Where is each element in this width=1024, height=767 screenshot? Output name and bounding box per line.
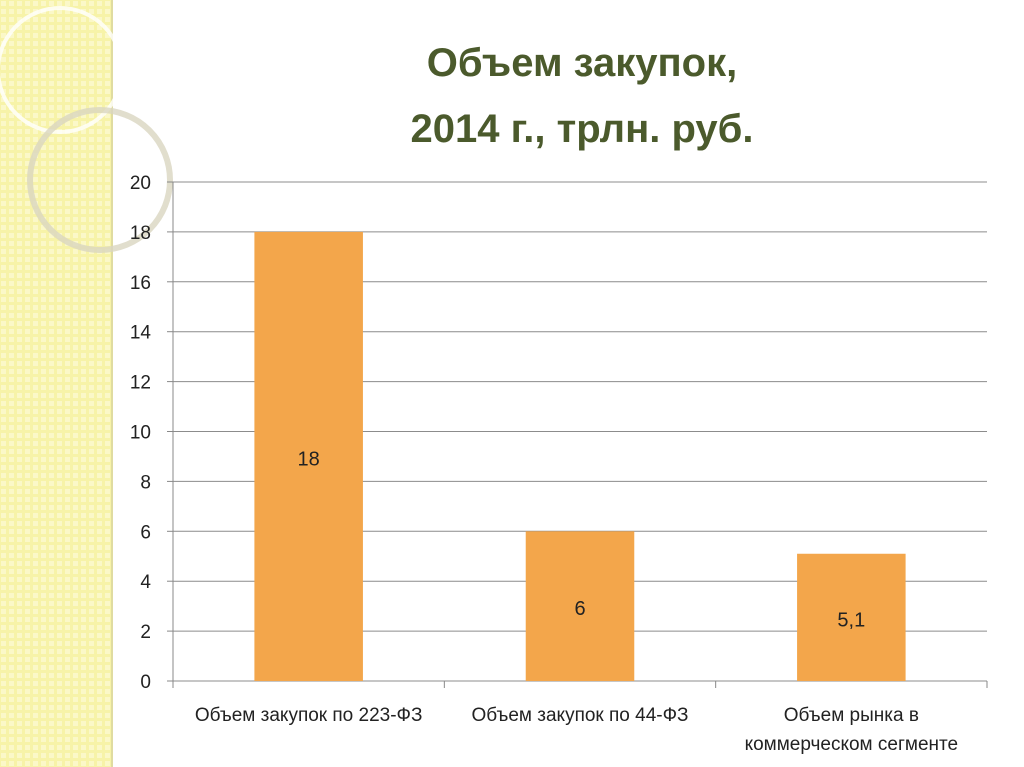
y-tick-label: 6 xyxy=(140,522,151,543)
data-label: 5,1 xyxy=(837,609,865,631)
y-tick-label: 12 xyxy=(130,373,151,394)
y-tick-label: 0 xyxy=(140,672,151,693)
y-tick-label: 20 xyxy=(130,173,151,194)
data-label: 6 xyxy=(574,598,585,620)
y-tick-label: 10 xyxy=(130,423,151,444)
chart-title: 2014 г., трлн. руб. xyxy=(411,107,754,151)
x-tick-label: Объем рынка в коммерческом сегменте xyxy=(744,705,959,755)
x-tick-label: Объем закупок по 44-ФЗ xyxy=(471,705,689,726)
y-tick-label: 8 xyxy=(140,472,151,493)
bar xyxy=(797,553,906,681)
chart-title: Объем закупок, xyxy=(427,41,737,85)
y-tick-label: 2 xyxy=(140,622,151,643)
y-tick-label: 4 xyxy=(140,572,151,593)
bar xyxy=(525,531,635,681)
decor-circle xyxy=(0,6,124,134)
bar xyxy=(254,231,363,681)
y-tick-label: 14 xyxy=(130,323,152,344)
decor-circle xyxy=(27,107,173,253)
y-tick-label: 16 xyxy=(130,273,151,294)
data-label: 18 xyxy=(298,448,320,470)
x-tick-label: Объем закупок по 223-ФЗ xyxy=(194,705,423,726)
y-tick-label: 18 xyxy=(130,223,151,244)
